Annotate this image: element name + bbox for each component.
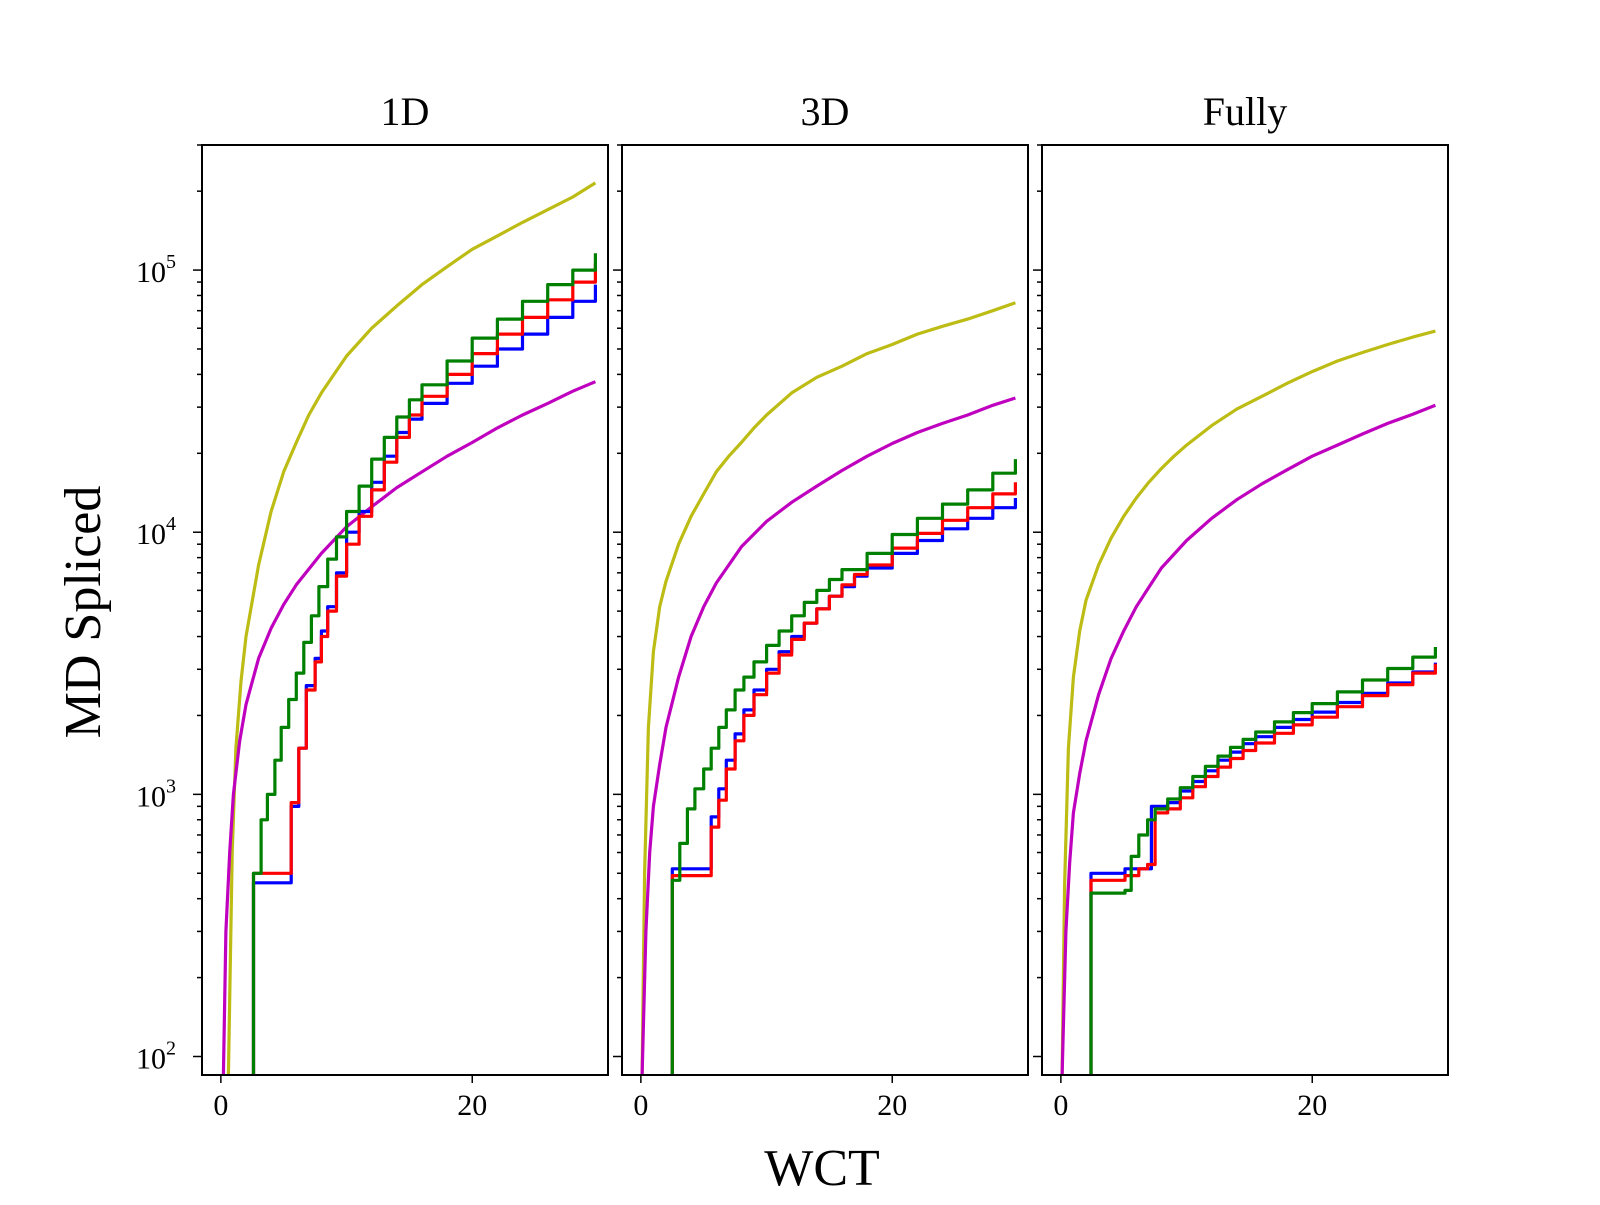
y-tick-base: 10 xyxy=(136,518,166,551)
series-line-yellow xyxy=(226,181,597,1075)
series-group xyxy=(1060,329,1437,1075)
x-tick-label: 20 xyxy=(877,1089,907,1122)
panel-title: 1D xyxy=(381,89,430,134)
y-tick-label: 103 xyxy=(136,775,176,813)
y-tick-base: 10 xyxy=(136,780,166,813)
x-tick-label: 0 xyxy=(213,1089,228,1122)
series-line-red xyxy=(1089,663,1437,1075)
panel-frame xyxy=(201,144,609,1076)
x-tick-label: 0 xyxy=(633,1089,648,1122)
y-tick-exponent: 4 xyxy=(166,513,176,535)
panel-3d: 3D 0 20 xyxy=(613,89,1029,1122)
x-tick-label: 0 xyxy=(1053,1089,1068,1122)
y-tick-label: 104 xyxy=(136,513,176,551)
panel-title: Fully xyxy=(1203,89,1287,134)
series-line-magenta xyxy=(640,396,1016,1075)
series-line-green xyxy=(1089,647,1437,1075)
series-line-yellow xyxy=(640,301,1016,1075)
series-group xyxy=(221,181,597,1075)
y-tick-exponent: 5 xyxy=(166,251,176,273)
series-line-magenta xyxy=(1060,403,1436,1075)
y-tick-label: 102 xyxy=(136,1037,176,1075)
series-line-green xyxy=(251,253,597,1075)
series-group xyxy=(640,301,1017,1075)
panel-frame xyxy=(1041,144,1449,1076)
y-tick-base: 10 xyxy=(136,256,166,289)
panel-frame xyxy=(621,144,1029,1076)
series-line-red xyxy=(670,482,1017,1075)
x-tick-label: 20 xyxy=(457,1089,487,1122)
x-tick-label: 20 xyxy=(1297,1089,1327,1122)
series-line-red xyxy=(251,263,597,1075)
series-line-green xyxy=(670,459,1017,1075)
y-tick-exponent: 3 xyxy=(166,775,176,797)
y-axis-label: MD Spliced xyxy=(55,486,112,739)
y-tick-label: 105 xyxy=(136,251,176,289)
panel-title: 3D xyxy=(801,89,850,134)
y-tick-exponent: 2 xyxy=(166,1037,176,1059)
y-tick-base: 10 xyxy=(136,1042,166,1075)
series-line-yellow xyxy=(1060,329,1436,1075)
x-axis-label: WCT xyxy=(764,1140,880,1197)
panel-fully: Fully 0 20 xyxy=(1033,89,1449,1122)
series-line-blue xyxy=(251,284,597,1075)
series-line-magenta xyxy=(221,380,597,1075)
